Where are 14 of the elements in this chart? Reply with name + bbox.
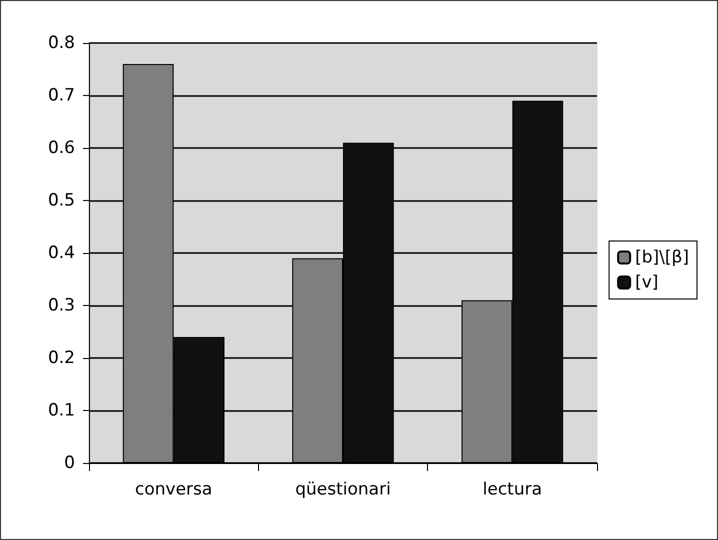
y-tick-label: 0.4 bbox=[48, 243, 75, 263]
y-tick-label: 0.8 bbox=[48, 33, 75, 53]
y-tick-label: 0.7 bbox=[48, 86, 75, 106]
x-tick-label: qüestionari bbox=[295, 480, 391, 500]
x-tick-label: conversa bbox=[135, 480, 212, 500]
x-tick-label: lectura bbox=[482, 480, 542, 500]
legend-label: [v] bbox=[635, 272, 658, 292]
y-tick-label: 0.1 bbox=[48, 400, 75, 420]
y-tick-label: 0 bbox=[64, 453, 75, 473]
y-tick-label: 0.2 bbox=[48, 348, 75, 368]
y-tick-label: 0.5 bbox=[48, 190, 75, 210]
y-tick-label: 0.3 bbox=[48, 296, 75, 316]
y-tick-label: 0.6 bbox=[48, 138, 75, 158]
legend-label: [b]\[β] bbox=[635, 248, 690, 268]
